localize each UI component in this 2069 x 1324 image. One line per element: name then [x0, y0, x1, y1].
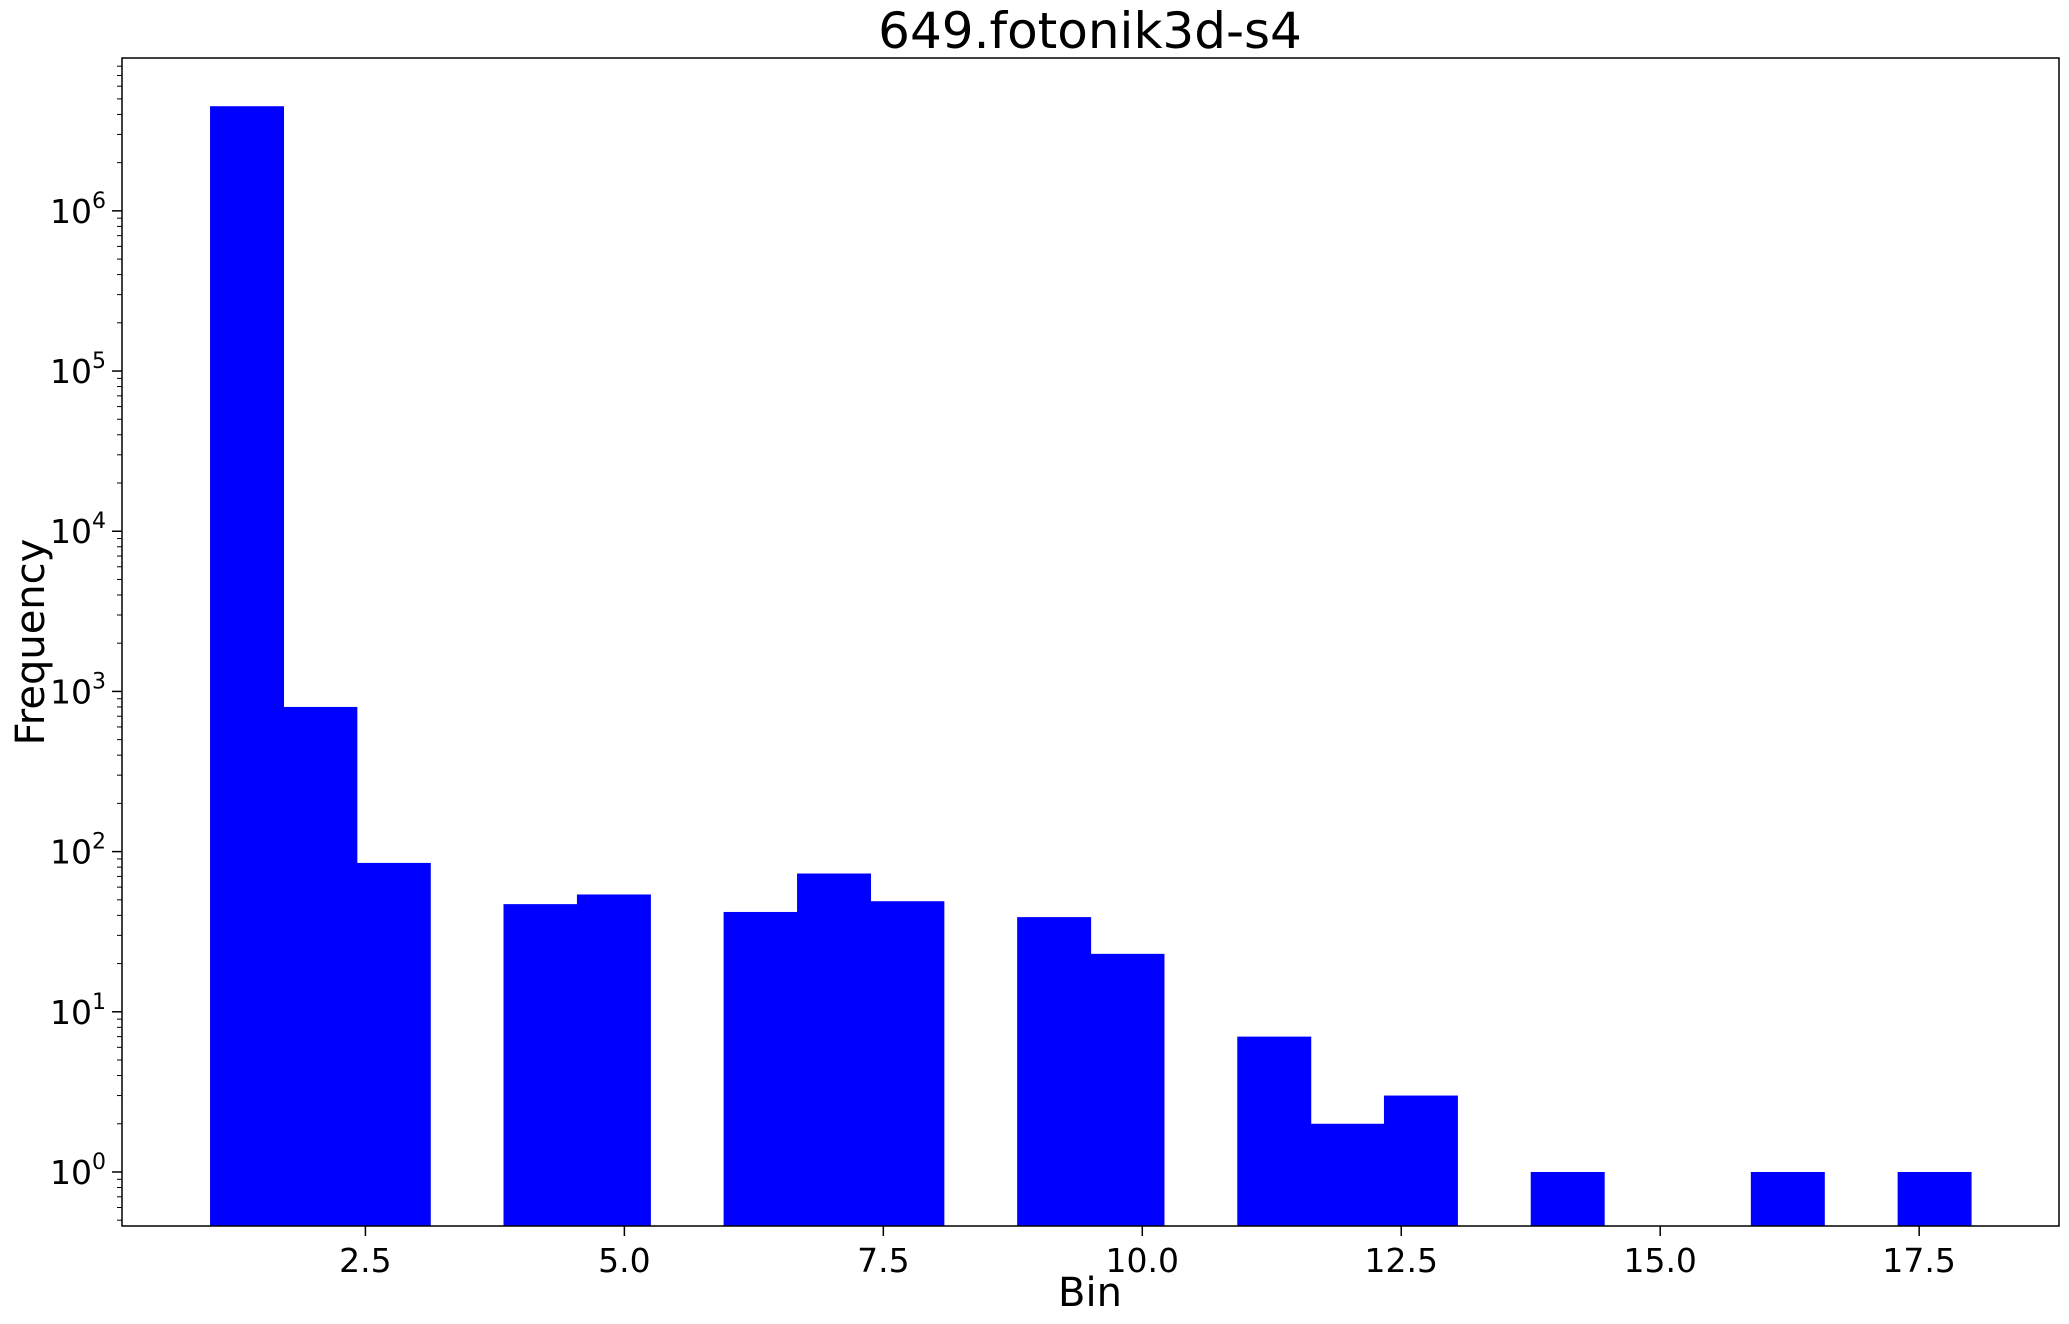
bar-7	[723, 911, 798, 1226]
bar-9	[870, 901, 945, 1226]
x-tick-label-2: 7.5	[857, 1241, 909, 1280]
bar-14	[1237, 1036, 1312, 1226]
bar-18	[1530, 1171, 1605, 1226]
bar-1	[283, 706, 358, 1226]
y-minor-ticks	[117, 65, 122, 1221]
plot-frame	[121, 57, 2060, 1227]
y-tick-label-5: 105	[50, 349, 106, 391]
y-tick-label-6: 106	[50, 189, 106, 231]
bar-21	[1750, 1171, 1825, 1226]
x-tick-label-1: 5.0	[598, 1241, 650, 1280]
bar-11	[1017, 917, 1092, 1226]
x-axis-ticks: 2.5 5.0 7.5 10.0 12.5 15.0 17.5	[339, 1226, 1956, 1280]
y-tick-label-3: 103	[50, 669, 106, 711]
x-tick-label-3: 10.0	[1106, 1241, 1179, 1280]
y-tick-label-1: 101	[50, 990, 106, 1032]
x-tick-label-0: 2.5	[339, 1241, 391, 1280]
x-tick-label-4: 12.5	[1365, 1241, 1438, 1280]
x-tick-label-5: 15.0	[1623, 1241, 1696, 1280]
bar-5	[576, 894, 651, 1226]
bar-8	[797, 873, 872, 1226]
bar-0	[210, 106, 285, 1226]
bar-2	[356, 862, 431, 1226]
x-tick-label-6: 17.5	[1882, 1241, 1955, 1280]
y-tick-label-4: 104	[50, 509, 106, 551]
bar-16	[1383, 1095, 1458, 1226]
bar-4	[503, 904, 578, 1226]
bar-15	[1310, 1123, 1385, 1226]
y-axis-ticks: 100 101 102 103 104 105 106	[50, 189, 122, 1192]
y-tick-label-2: 102	[50, 830, 106, 872]
x-axis-label: Bin	[1058, 1270, 1122, 1316]
bar-23	[1897, 1171, 1972, 1226]
bar-12	[1090, 953, 1165, 1226]
bars	[210, 106, 1972, 1226]
y-axis-label: Frequency	[8, 539, 54, 746]
y-tick-label-0: 100	[50, 1150, 106, 1192]
chart-title: 649.fotonik3d-s4	[878, 2, 1302, 60]
